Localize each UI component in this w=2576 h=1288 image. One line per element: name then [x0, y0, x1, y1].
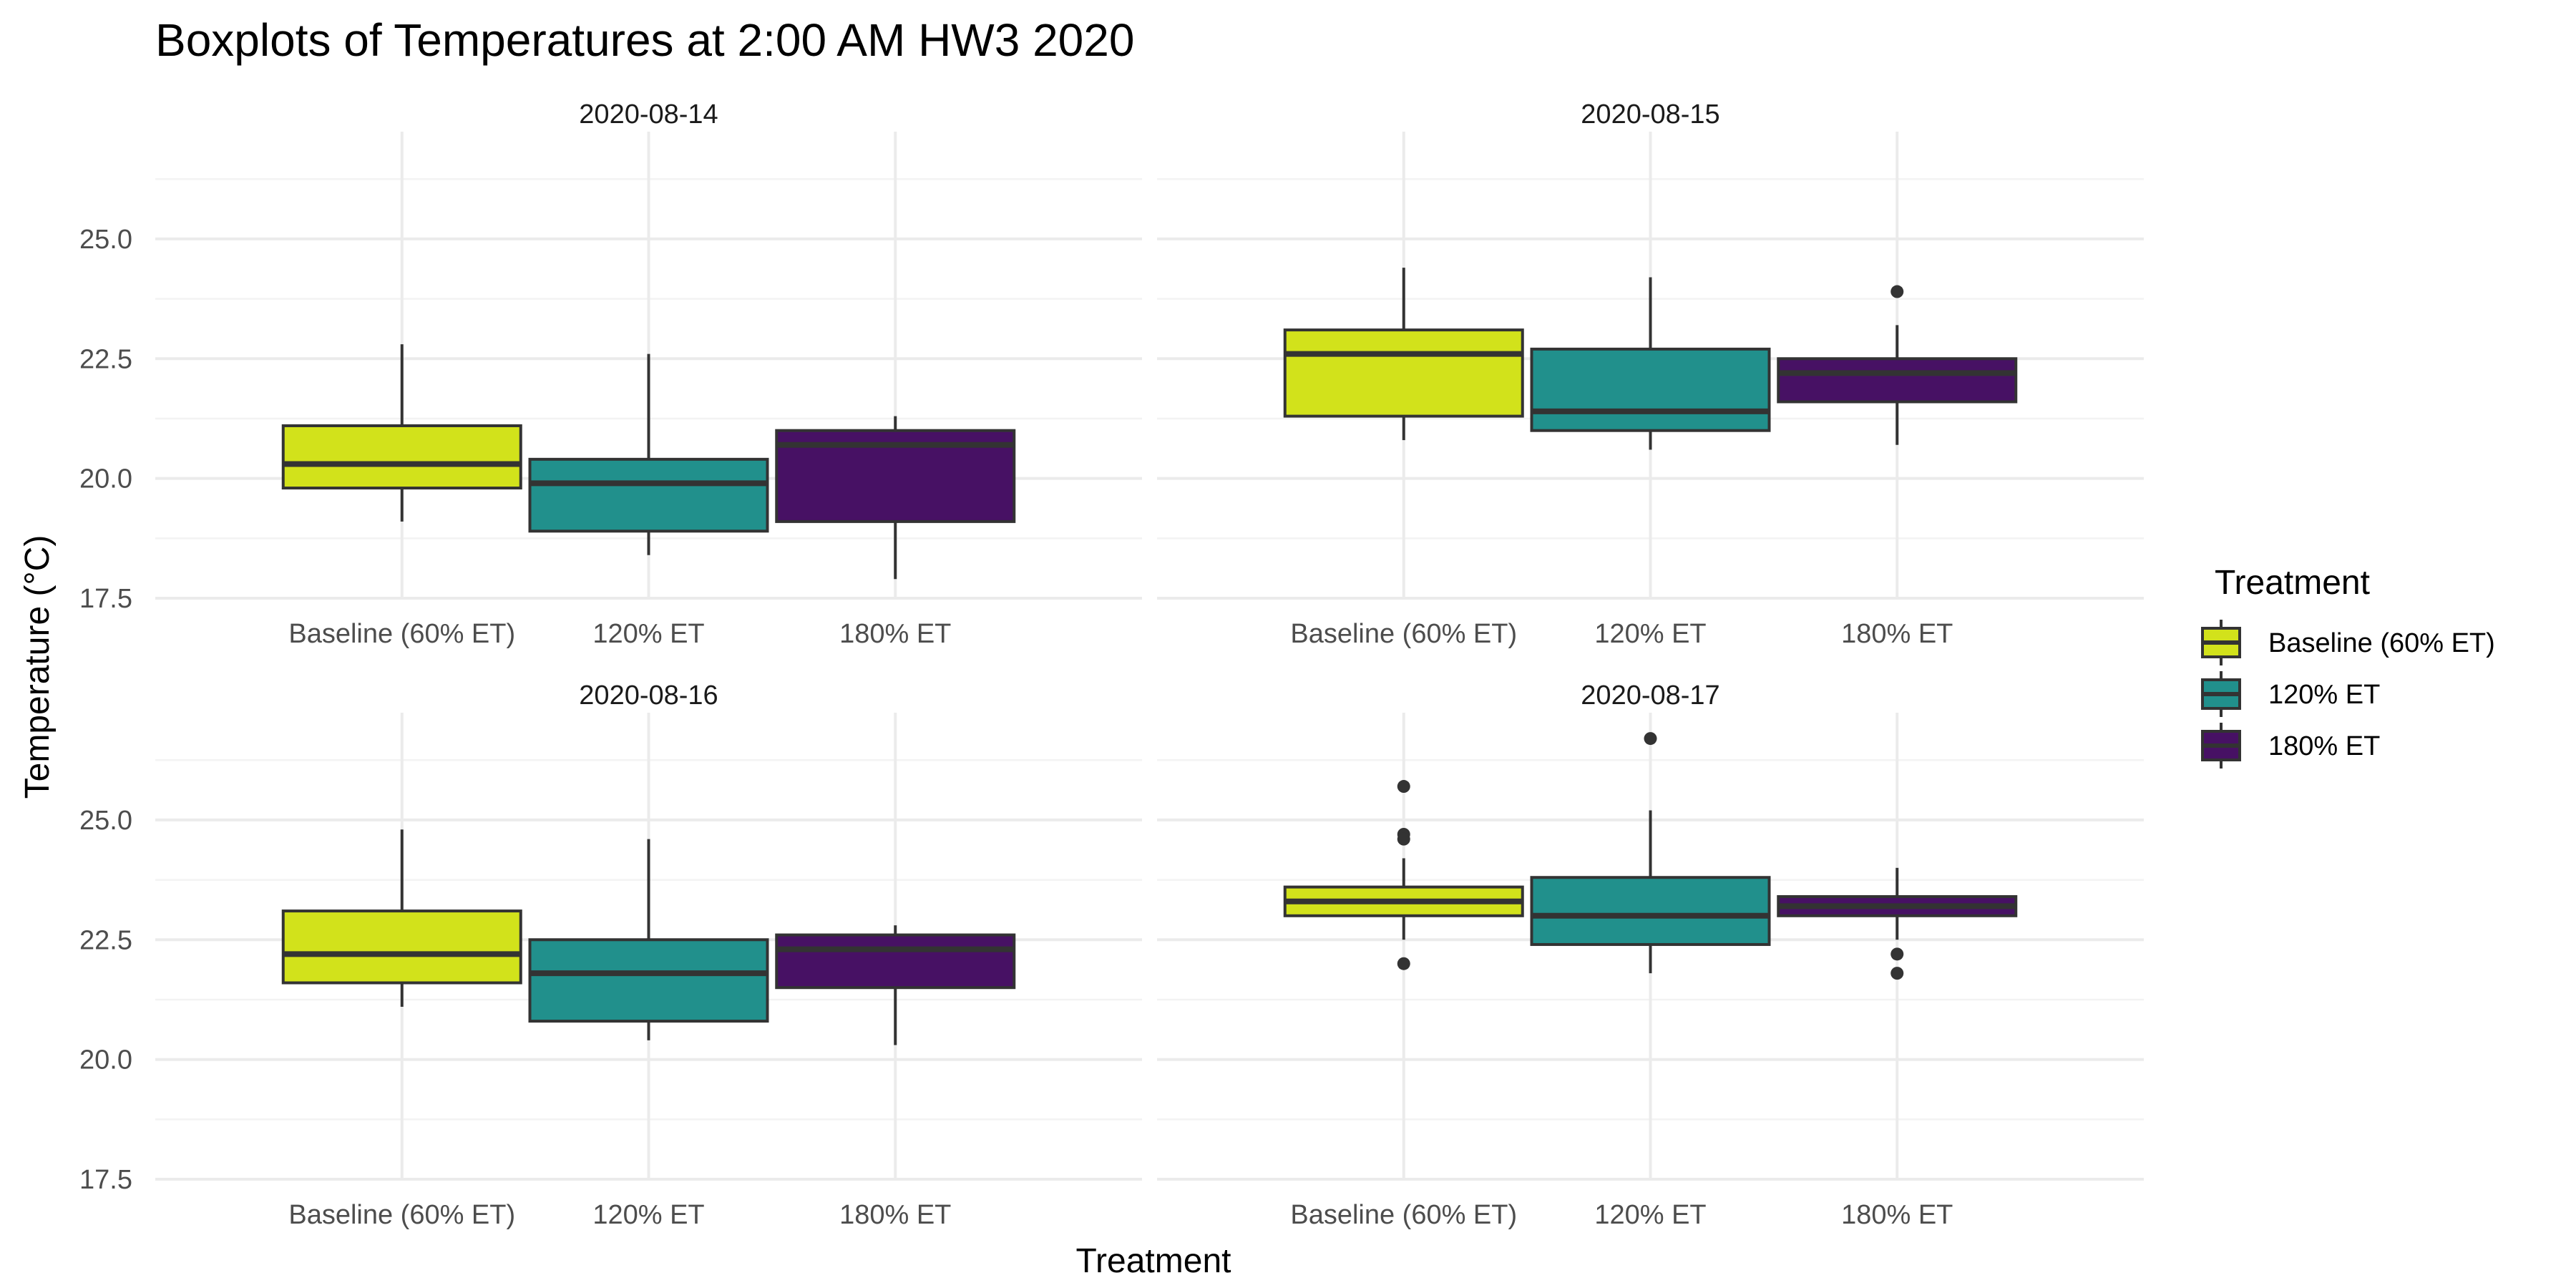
- x-tick-label: 180% ET: [1841, 619, 1953, 649]
- legend-item: 180% ET: [2201, 723, 2380, 769]
- y-tick-label: 20.0: [79, 1045, 132, 1075]
- box-iqr: [281, 424, 522, 490]
- legend-item: 120% ET: [2201, 671, 2380, 717]
- legend-label: Baseline (60% ET): [2268, 628, 2495, 658]
- outlier-point: [1890, 285, 1904, 298]
- legend-label: 180% ET: [2268, 731, 2380, 761]
- box-iqr: [1530, 876, 1771, 946]
- facet-strip-label: 2020-08-16: [579, 680, 718, 711]
- box-120et: [528, 353, 769, 555]
- facet-panel: 2020-08-17 Baseline (60% ET) 120% ET 180% E…: [1157, 680, 2144, 1230]
- legend-label: 120% ET: [2268, 680, 2380, 710]
- y-tick-label: 22.5: [79, 925, 132, 955]
- y-tick-label: 25.0: [79, 806, 132, 836]
- x-tick-label: Baseline (60% ET): [1290, 619, 1517, 649]
- box-iqr: [528, 457, 769, 533]
- outlier-point: [1890, 967, 1904, 980]
- chart-title: Boxplots of Temperatures at 2:00 AM HW3 …: [155, 14, 1134, 66]
- y-tick-label: 17.5: [79, 584, 132, 614]
- x-tick-label: 120% ET: [592, 1200, 704, 1230]
- facet-panels: 2020-08-14 17.5 20.0 22.5 25.0 Baseline (60% …: [79, 99, 2144, 1230]
- y-axis-title: Temperature (°C): [19, 535, 57, 799]
- y-tick-label: 25.0: [79, 225, 132, 255]
- facet-panel: 2020-08-16 17.5 20.0 22.5 25.0 Baseline (60% …: [79, 680, 1142, 1230]
- x-tick-label: 180% ET: [839, 619, 951, 649]
- box-120et: [1530, 732, 1771, 974]
- facet-strip-label: 2020-08-14: [579, 99, 718, 130]
- box-180et: [775, 416, 1016, 580]
- box-baseline: [1283, 268, 1524, 441]
- box-180et: [1777, 285, 2018, 445]
- x-tick-label: 120% ET: [592, 619, 704, 649]
- box-baseline: [281, 344, 522, 522]
- box-iqr: [281, 909, 522, 985]
- outlier-point: [1397, 832, 1410, 846]
- legend-title: Treatment: [2215, 564, 2370, 602]
- x-tick-label: 180% ET: [839, 1200, 951, 1230]
- facet-panel: 2020-08-15 Baseline (60% ET) 120% ET 180% E…: [1157, 99, 2144, 649]
- x-tick-label: Baseline (60% ET): [288, 1200, 515, 1230]
- box-120et: [528, 839, 769, 1040]
- x-tick-label: 120% ET: [1594, 619, 1706, 649]
- box-180et: [775, 925, 1016, 1045]
- x-tick-label: 120% ET: [1594, 1200, 1706, 1230]
- x-axis-title: Treatment: [1076, 1242, 1231, 1280]
- outlier-point: [1397, 780, 1410, 794]
- legend: Treatment Baseline (60% ET) 120% ET 180% E…: [2201, 564, 2495, 769]
- box-120et: [1530, 277, 1771, 450]
- box-iqr: [528, 938, 769, 1023]
- x-tick-label: 180% ET: [1841, 1200, 1953, 1230]
- outlier-point: [1890, 947, 1904, 961]
- box-baseline: [1283, 780, 1524, 970]
- box-iqr: [1530, 347, 1771, 432]
- y-tick-label: 17.5: [79, 1165, 132, 1195]
- box-iqr: [775, 933, 1016, 990]
- box-180et: [1777, 867, 2018, 980]
- facet-strip-label: 2020-08-17: [1581, 680, 1719, 711]
- x-tick-label: Baseline (60% ET): [288, 619, 515, 649]
- box-iqr: [1283, 328, 1524, 418]
- box-baseline: [281, 829, 522, 1007]
- outlier-point: [1397, 957, 1410, 970]
- box-iqr: [1777, 357, 2018, 404]
- legend-item: Baseline (60% ET): [2201, 620, 2495, 665]
- facet-strip-label: 2020-08-15: [1581, 99, 1719, 130]
- x-tick-label: Baseline (60% ET): [1290, 1200, 1517, 1230]
- facet-panel: 2020-08-14 17.5 20.0 22.5 25.0 Baseline (60% …: [79, 99, 1142, 649]
- y-tick-label: 20.0: [79, 464, 132, 494]
- y-tick-label: 22.5: [79, 344, 132, 374]
- outlier-point: [1644, 732, 1657, 746]
